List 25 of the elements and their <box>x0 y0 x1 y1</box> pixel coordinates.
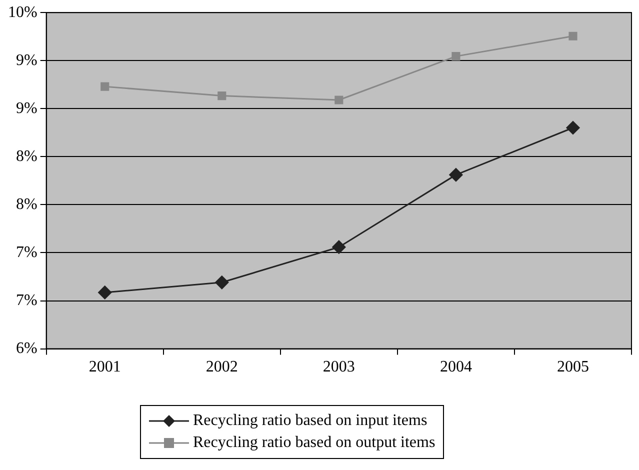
y-tick-label: 10% <box>8 4 38 21</box>
x-tick-label: 2001 <box>88 358 121 376</box>
point <box>568 32 578 40</box>
y-tick-label: 9% <box>16 100 38 117</box>
point <box>215 276 229 290</box>
x-tick-label: 2005 <box>556 358 589 376</box>
x-tick-label: 2002 <box>206 358 238 376</box>
point <box>449 168 463 182</box>
point <box>98 286 112 300</box>
legend-label: Recycling ratio based on input items <box>193 411 428 431</box>
x-tick-label: 2004 <box>440 358 472 376</box>
point <box>332 240 346 254</box>
y-tick-label: 8% <box>16 196 38 213</box>
point <box>452 52 460 61</box>
point <box>218 92 226 100</box>
y-tick-label: 9% <box>16 52 38 69</box>
y-tick-label: 7% <box>16 292 38 310</box>
y-tick-label: 6% <box>16 340 38 358</box>
point <box>100 82 110 91</box>
legend-label: Recycling ratio based on output items <box>193 433 436 453</box>
y-tick-label: 7% <box>16 244 38 261</box>
point <box>566 121 580 134</box>
y-tick-label: 8% <box>16 148 38 165</box>
point <box>334 96 344 104</box>
x-tick-label: 2003 <box>322 358 355 376</box>
